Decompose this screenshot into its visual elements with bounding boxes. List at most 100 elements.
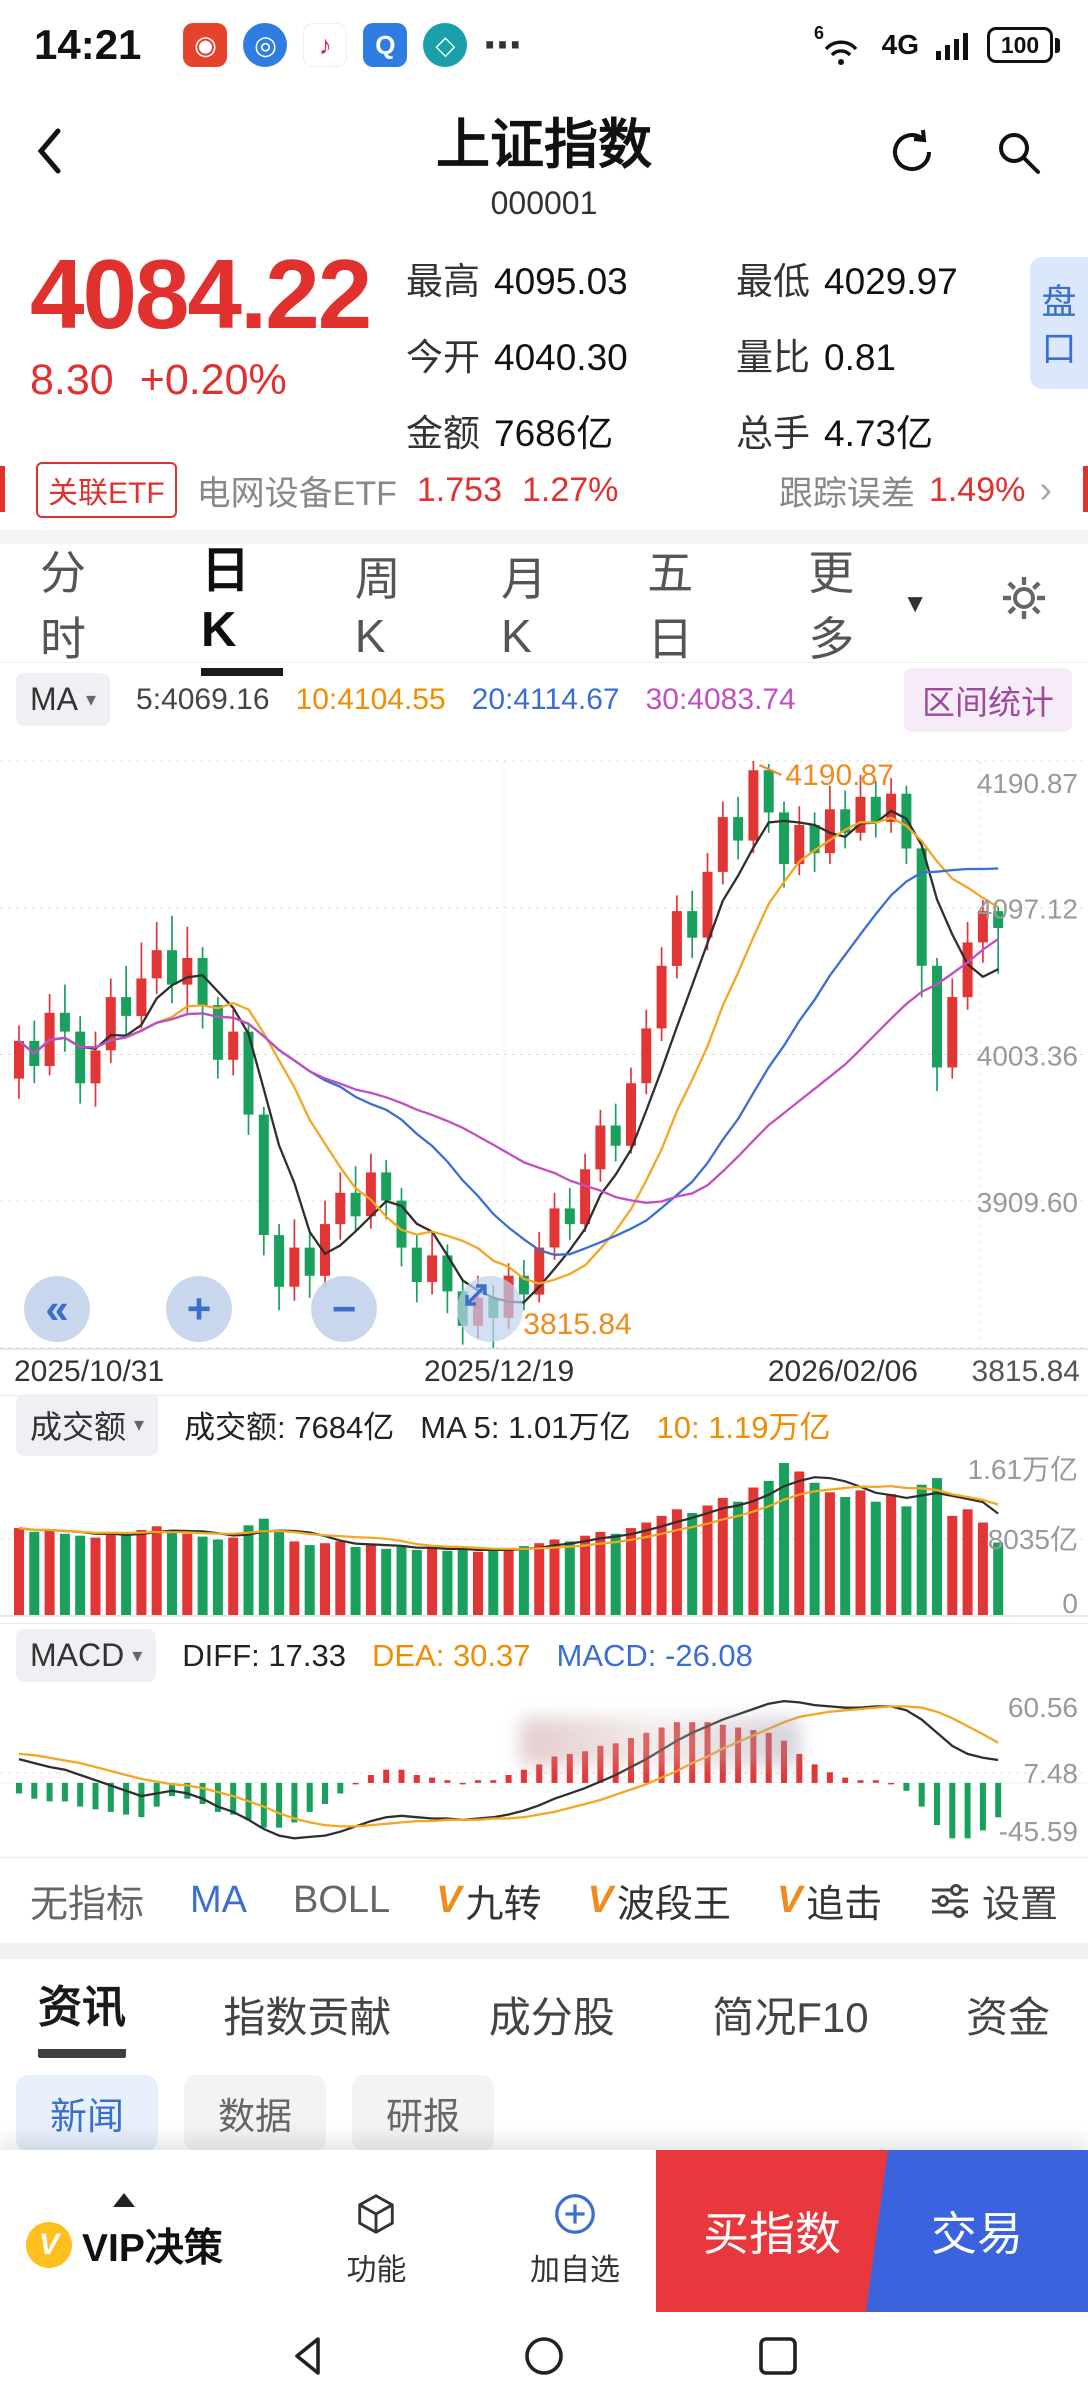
plus-circle-icon: [555, 2194, 595, 2234]
macd-header: MACD ▾ DIFF: 17.33 DEA: 30.37 MACD: -26.0…: [0, 1623, 1088, 1687]
functions-button[interactable]: 功能: [346, 2191, 406, 2289]
svg-text:4097.12: 4097.12: [977, 894, 1078, 925]
notification-app-icons: ◉ ◎ ♪ Q ◇ ⋯: [183, 23, 523, 68]
ma-legend-row: MA ▾ 5:4069.16 10:4104.55 20:4114.67 30:4…: [0, 662, 1088, 736]
news-app-icon: ◉: [183, 23, 228, 67]
indicator-boll[interactable]: BOLL: [293, 1879, 391, 1921]
indicator-settings-button[interactable]: 设置: [930, 1873, 1058, 1928]
indicator-band-king[interactable]: V 波段王: [587, 1879, 731, 1926]
section-divider: [0, 530, 1088, 544]
refresh-button[interactable]: [886, 126, 938, 183]
period-tab-bar: 分时 日K 周K 月K 五日 更多 ▼: [0, 544, 1088, 676]
add-watchlist-button[interactable]: 加自选: [530, 2191, 620, 2289]
volume-header: 成交额 ▾ 成交额: 7684亿 MA 5: 1.01万亿 10: 1.19万亿: [0, 1393, 1088, 1456]
expand-caret-icon[interactable]: [113, 2193, 136, 2207]
search-app-icon: Q: [363, 23, 408, 67]
signal-bars-icon: [936, 33, 968, 60]
indicator-none[interactable]: 无指标: [30, 1884, 145, 1926]
stock-code: 000001: [490, 185, 598, 221]
search-button[interactable]: [992, 126, 1044, 183]
macd-chart-area[interactable]: 60.56 7.48 -45.59: [0, 1687, 1088, 1857]
misc-app-icon: ◇: [423, 23, 468, 67]
chart-zoom-out-button[interactable]: −: [311, 1276, 377, 1342]
chart-pan-button[interactable]: [457, 1276, 523, 1342]
cube-icon: [358, 2194, 395, 2234]
back-button[interactable]: [34, 126, 64, 181]
svg-text:8035亿: 8035亿: [988, 1524, 1078, 1555]
svg-text:6: 6: [814, 23, 824, 43]
status-indicators: 6 4G 100: [814, 23, 1060, 67]
chart-scroll-left-button[interactable]: «: [24, 1276, 90, 1342]
android-back-button[interactable]: [286, 2332, 334, 2380]
chart-zoom-in-button[interactable]: +: [166, 1276, 232, 1342]
chart-settings-gear-icon[interactable]: [1000, 574, 1048, 633]
date-mid: 2025/12/19: [424, 1355, 575, 1388]
macd-chart[interactable]: 60.56 7.48 -45.59: [0, 1687, 1088, 1857]
4g-label: 4G: [881, 29, 919, 60]
indicator-bar: 无指标 MA BOLL V 九转 V 波段王 V 追击 设置: [0, 1857, 1088, 1943]
trade-button[interactable]: 交易: [866, 2150, 1088, 2312]
etf-price: 1.753: [416, 470, 502, 509]
subtab-data[interactable]: 数据: [184, 2075, 326, 2151]
macd-diff-value: DIFF: 17.33: [182, 1637, 346, 1673]
carousel-edge-left: [0, 466, 5, 512]
svg-text:3909.60: 3909.60: [977, 1187, 1078, 1218]
android-home-button[interactable]: [520, 2332, 568, 2380]
svg-text:-45.59: -45.59: [999, 1816, 1078, 1847]
android-recents-button[interactable]: [754, 2332, 802, 2380]
svg-text:7.48: 7.48: [1024, 1758, 1079, 1789]
news-subtab-row: 新闻 数据 研报: [0, 2069, 1088, 2155]
volume-indicator-selector[interactable]: 成交额 ▾: [16, 1393, 159, 1456]
tab-minute[interactable]: 分时: [40, 547, 86, 665]
tab-profile-f10[interactable]: 简况F10: [712, 1993, 869, 2041]
volume-chart[interactable]: 1.61万亿 8035亿 0: [0, 1453, 1088, 1623]
candlestick-chart[interactable]: 4190.87 4097.12 4003.36 3909.60 4190.87 3815.…: [0, 736, 1088, 1351]
music-app-icon: ♪: [303, 23, 348, 67]
candlestick-chart-area[interactable]: 4190.87 4097.12 4003.36 3909.60 4190.87 3815.…: [0, 736, 1088, 1351]
macd-value: MACD: -26.08: [556, 1637, 753, 1673]
browser-app-icon: ◎: [243, 23, 288, 67]
tab-five-day[interactable]: 五日: [647, 547, 694, 665]
tab-daily-k[interactable]: 日K: [201, 531, 283, 676]
tab-index-contribution[interactable]: 指数贡献: [223, 1993, 392, 2041]
tab-constituents[interactable]: 成分股: [488, 1993, 615, 2041]
carousel-edge-right: [1083, 466, 1088, 512]
tab-weekly-k[interactable]: 周K: [354, 553, 401, 662]
indicator-ma[interactable]: MA: [190, 1879, 248, 1921]
clock: 14:21: [34, 21, 142, 68]
tracking-error-value: 1.49%: [928, 470, 1026, 509]
wifi-icon: 6: [814, 23, 857, 65]
etf-change-pct: 1.27%: [521, 470, 619, 509]
related-etf-badge: 关联ETF: [36, 462, 177, 518]
last-price: 4084.22: [30, 239, 372, 349]
related-etf-row[interactable]: 关联ETF 电网设备ETF 1.753 1.27% 跟踪误差 1.49% ›: [0, 450, 1088, 530]
subtab-research[interactable]: 研报: [352, 2075, 494, 2151]
tab-monthly-k[interactable]: 月K: [500, 553, 547, 662]
volume-chart-area[interactable]: 1.61万亿 8035亿 0: [0, 1453, 1088, 1623]
subtab-news[interactable]: 新闻: [16, 2075, 158, 2151]
tab-news-feed[interactable]: 资讯: [38, 1971, 126, 2058]
vip-coin-icon: V: [26, 2222, 72, 2268]
turnover-value: 成交额: 7684亿: [184, 1410, 395, 1445]
axis-min-price: 3815.84: [971, 1355, 1080, 1388]
svg-text:4190.87: 4190.87: [785, 759, 893, 792]
ma-selector[interactable]: MA ▾: [16, 673, 111, 726]
volume-ma10: 10: 1.19万亿: [656, 1410, 831, 1445]
indicator-chase[interactable]: V 追击: [776, 1879, 883, 1926]
buy-index-button[interactable]: 买指数: [656, 2150, 888, 2312]
chevron-right-icon: ›: [1039, 468, 1052, 511]
order-book-tab[interactable]: 盘口: [1030, 257, 1088, 389]
tab-more[interactable]: 更多 ▼: [808, 547, 929, 665]
range-statistics-button[interactable]: 区间统计: [904, 667, 1072, 732]
tab-funds[interactable]: 资金: [965, 1993, 1050, 2041]
macd-indicator-selector[interactable]: MACD ▾: [16, 1629, 157, 1682]
svg-text:4003.36: 4003.36: [977, 1041, 1078, 1072]
ma30-value: 30:4083.74: [645, 682, 796, 716]
ma5-value: 5:4069.16: [136, 682, 270, 716]
svg-text:60.56: 60.56: [1008, 1692, 1078, 1723]
status-bar: 14:21 ◉ ◎ ♪ Q ◇ ⋯ 6 4G 100: [0, 0, 1088, 90]
indicator-nine-turn[interactable]: V 九转: [436, 1879, 542, 1926]
battery-indicator: 100: [987, 27, 1060, 63]
ma10-value: 10:4104.55: [295, 682, 446, 716]
vip-decision-button[interactable]: V VIP决策: [26, 2189, 223, 2273]
